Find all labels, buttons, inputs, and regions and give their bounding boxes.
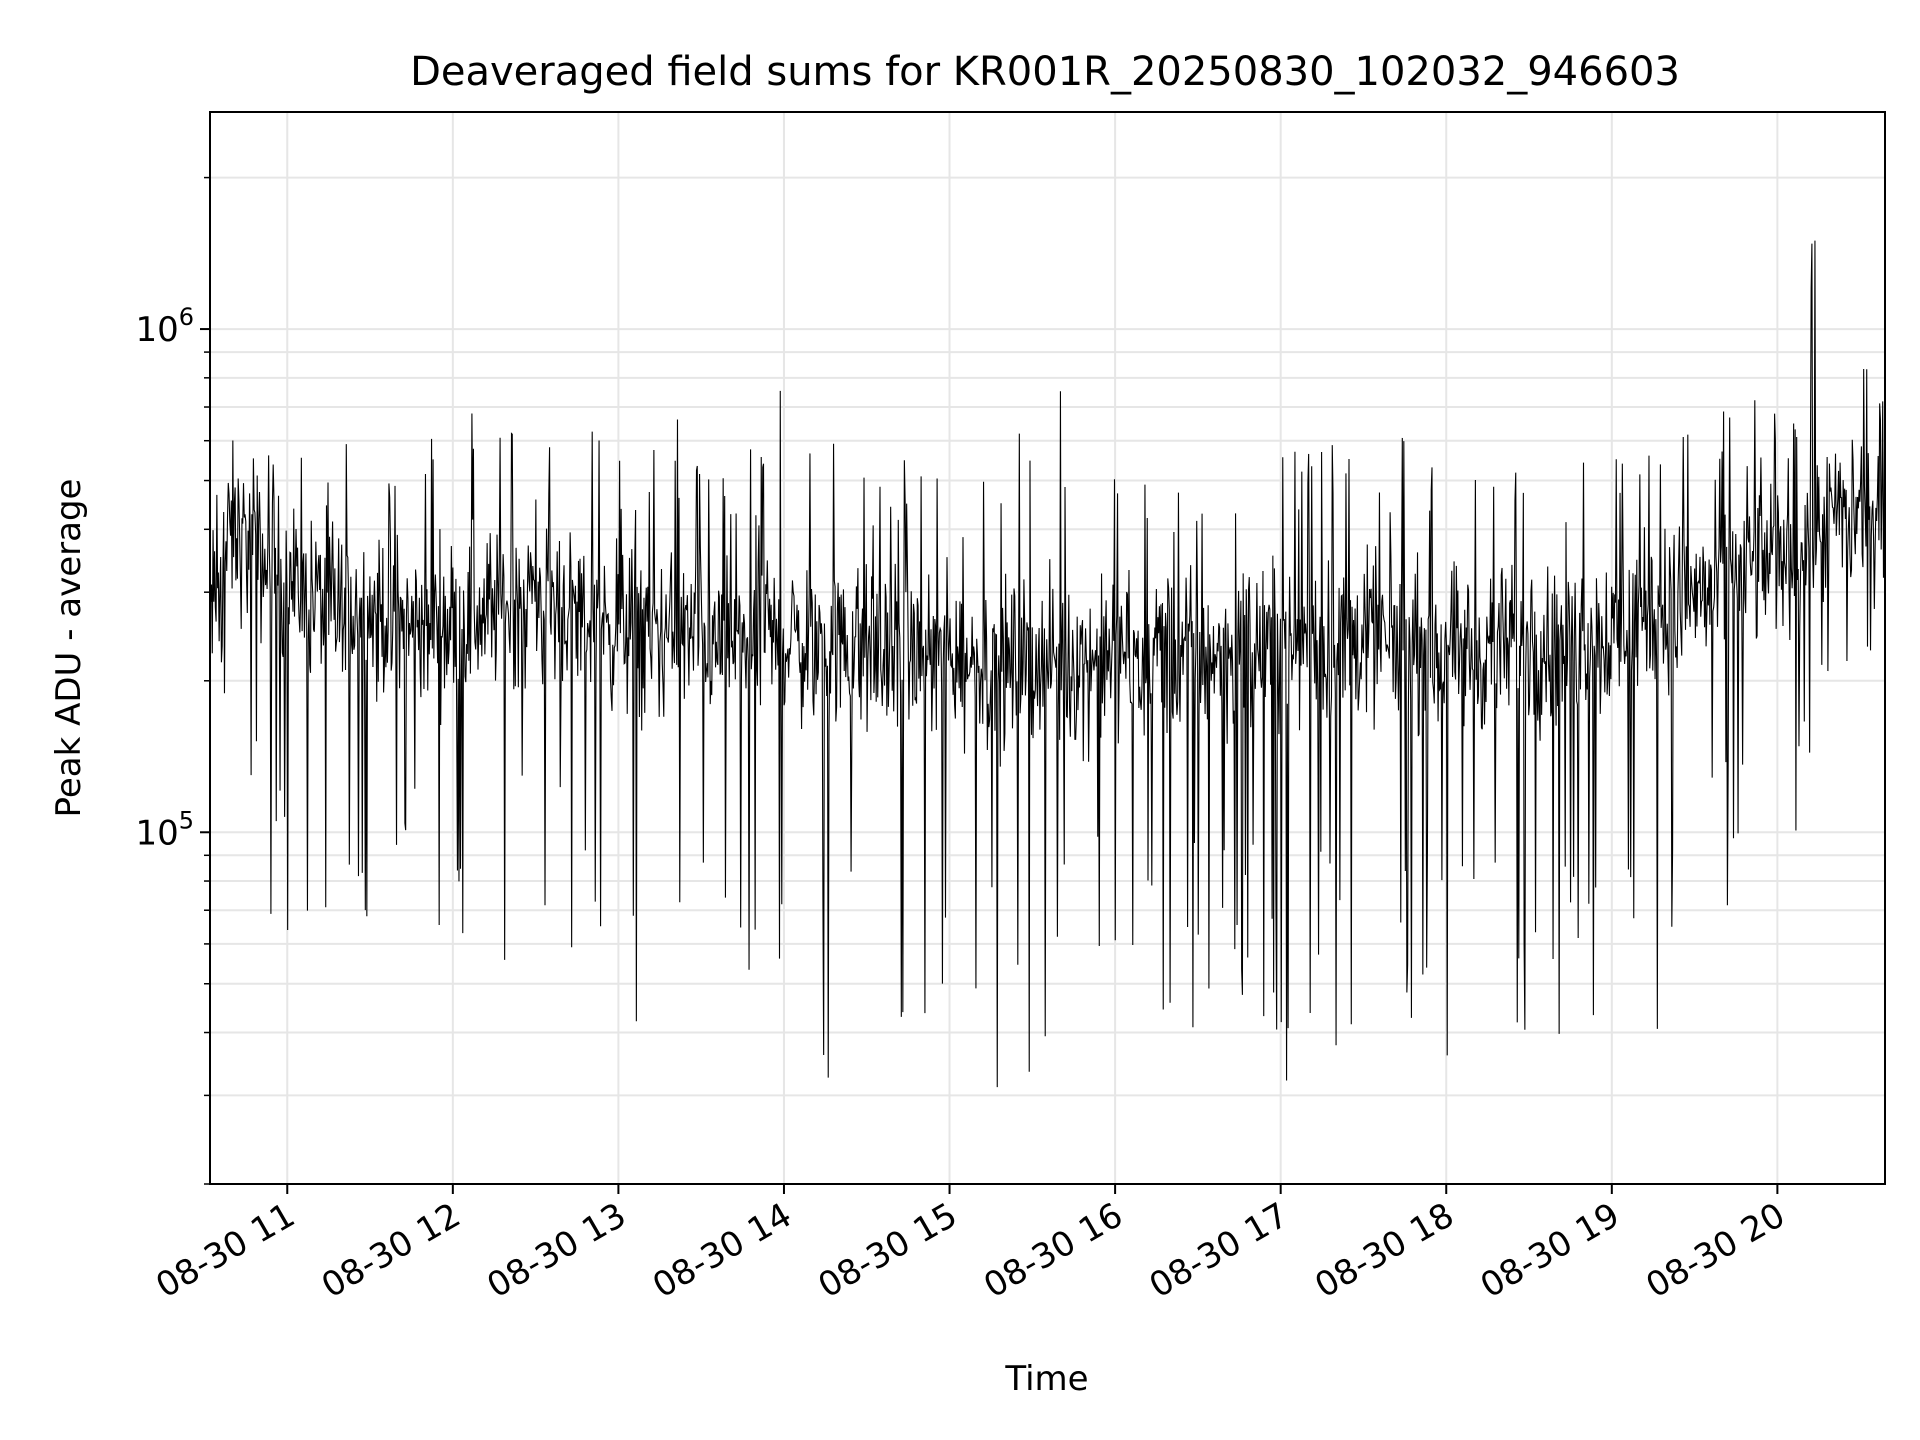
x-axis-label: Time [1004, 1359, 1088, 1399]
data-line-series [209, 240, 1886, 1088]
plot-area-frame [209, 111, 1886, 1185]
data-line [209, 240, 1886, 1088]
chart-title: Deaveraged field sums for KR001R_2025083… [410, 49, 1680, 95]
y-axis-label: Peak ADU - average [49, 479, 89, 818]
